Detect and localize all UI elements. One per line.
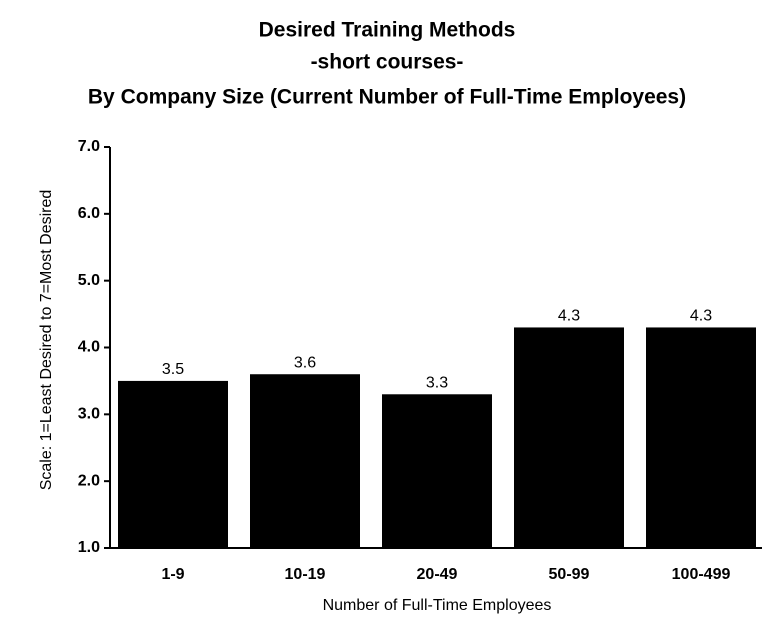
y-tick-label: 5.0: [78, 272, 100, 289]
value-label: 4.3: [558, 308, 580, 325]
bar: [382, 394, 492, 548]
y-tick-label: 7.0: [78, 138, 100, 155]
bar: [118, 380, 228, 548]
bar: [250, 374, 360, 548]
x-axis-title: Number of Full-Time Employees: [323, 597, 552, 614]
y-tick-label: 6.0: [78, 205, 100, 222]
bar: [646, 327, 756, 548]
value-label: 4.3: [690, 308, 712, 325]
y-tick-label: 2.0: [78, 472, 100, 489]
chart-subtitle: By Company Size (Current Number of Full-…: [88, 86, 686, 109]
x-tick-label: 20-49: [417, 566, 458, 583]
x-tick-label: 10-19: [285, 566, 326, 583]
y-tick-label: 1.0: [78, 539, 100, 556]
x-tick-label: 1-9: [161, 566, 184, 583]
x-tick-label: 50-99: [549, 566, 590, 583]
value-label: 3.3: [426, 375, 448, 392]
x-tick-label: 100-499: [672, 566, 731, 583]
chart-title: Desired Training Methods: [259, 19, 516, 42]
value-label: 3.5: [162, 361, 184, 378]
y-tick-label: 4.0: [78, 339, 100, 356]
chart-subtitle: -short courses-: [311, 51, 464, 74]
value-label: 3.6: [294, 354, 316, 371]
y-axis-title: Scale: 1=Least Desired to 7=Most Desired: [38, 190, 55, 491]
bar: [514, 327, 624, 548]
y-tick-label: 3.0: [78, 406, 100, 423]
